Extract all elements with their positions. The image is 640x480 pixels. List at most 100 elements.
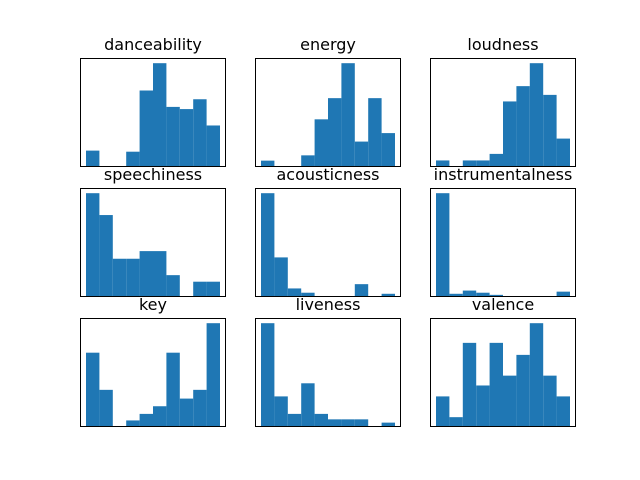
histogram-bar [556, 396, 570, 427]
histogram-bar [489, 153, 503, 167]
histogram-bar [462, 290, 477, 297]
axes-frame [430, 58, 576, 167]
panel-title: valence [472, 295, 534, 314]
histogram-bar [179, 109, 194, 167]
panel-energy: energy [255, 35, 401, 167]
histogram-bar [126, 258, 140, 297]
histogram-bar [462, 160, 477, 167]
histogram-bar [86, 352, 100, 427]
histogram-bar [503, 101, 517, 167]
panel-danceability: danceability [80, 35, 226, 167]
histogram-bar [368, 98, 382, 167]
histogram-bar [139, 251, 153, 297]
histogram-bar [153, 63, 167, 167]
histogram-bar [516, 354, 530, 427]
histogram-bar [476, 292, 490, 297]
histogram-bar [449, 293, 463, 297]
histogram-bar [543, 94, 557, 167]
histogram-bar [261, 323, 275, 427]
panel-title: loudness [467, 35, 538, 54]
histogram-bar [449, 417, 463, 427]
histogram-bar [476, 160, 490, 167]
panel-title: speechiness [104, 165, 202, 184]
histogram-bar [193, 389, 207, 427]
panel-title: acousticness [276, 165, 379, 184]
histogram-bar [341, 63, 355, 167]
histogram-bar [179, 398, 194, 427]
histogram-bar [556, 291, 570, 297]
histogram-bar [516, 86, 530, 167]
axes-frame [430, 188, 576, 297]
histogram-bar [301, 383, 315, 427]
histogram-bar [436, 396, 450, 427]
axes-frame [80, 58, 226, 167]
histogram-bar [153, 406, 167, 427]
histogram-bar [126, 420, 140, 427]
histogram-bar [287, 288, 302, 297]
panel-speechiness: speechiness [80, 165, 226, 297]
histogram-bar [489, 294, 503, 297]
histogram-bar [341, 419, 355, 427]
histogram-bar [86, 193, 100, 297]
histogram-bar [543, 375, 557, 427]
axes-frame [80, 318, 226, 427]
panel-title: danceability [104, 35, 202, 54]
histogram-bar [206, 323, 220, 427]
histogram-bar [153, 251, 167, 297]
histogram-bar [166, 352, 180, 427]
histogram-bar [274, 257, 288, 297]
panel-loudness: loudness [430, 35, 576, 167]
panel-valence: valence [430, 295, 576, 427]
histogram-bar [112, 258, 127, 297]
histogram-bar [261, 193, 275, 297]
histogram-bar [436, 160, 450, 167]
axes-frame [430, 318, 576, 427]
histogram-bar [328, 419, 342, 427]
histogram-bar [274, 396, 288, 427]
histogram-bar [193, 281, 207, 297]
histogram-bar [166, 106, 180, 167]
histogram-bar [314, 119, 328, 167]
panel-acousticness: acousticness [255, 165, 401, 297]
histogram-bar [287, 413, 302, 427]
panel-title: instrumentalness [434, 165, 573, 184]
panel-liveness: liveness [255, 295, 401, 427]
histogram-bar [206, 125, 220, 167]
histogram-bar [354, 141, 369, 167]
panel-title: key [139, 295, 167, 314]
axes-frame [80, 188, 226, 297]
histogram-bar [503, 375, 517, 427]
histogram-bar [381, 422, 395, 427]
histogram-bar [126, 151, 140, 167]
histogram-bar [436, 193, 450, 297]
histogram-bar [261, 160, 275, 167]
histogram-bar [529, 63, 544, 167]
panel-title: energy [300, 35, 356, 54]
histogram-bar [328, 98, 342, 167]
axes-frame [255, 188, 401, 297]
histogram-bar [139, 90, 153, 167]
panels: danceability energy loudness speechiness aco… [80, 35, 576, 427]
histogram-bar [354, 284, 369, 297]
panel-key: key [80, 295, 226, 427]
histogram-bar [193, 99, 207, 167]
histogram-bar [476, 385, 490, 427]
histogram-bar [301, 155, 315, 167]
histogram-bar [381, 133, 395, 167]
histogram-bar [139, 413, 153, 427]
histogram-bar [354, 419, 369, 427]
histogram-bar [301, 292, 315, 297]
histogram-bar [381, 293, 395, 297]
histogram-bar [556, 138, 570, 167]
panel-title: liveness [296, 295, 361, 314]
axes-frame [255, 318, 401, 427]
histogram-bar [206, 281, 220, 297]
histogram-bar [529, 323, 544, 427]
axes-frame [255, 58, 401, 167]
histogram-bar [86, 150, 100, 167]
histogram-bar [166, 275, 180, 297]
histogram-bar [489, 342, 503, 427]
histogram-bar [462, 342, 477, 427]
histogram-bar [314, 413, 328, 427]
